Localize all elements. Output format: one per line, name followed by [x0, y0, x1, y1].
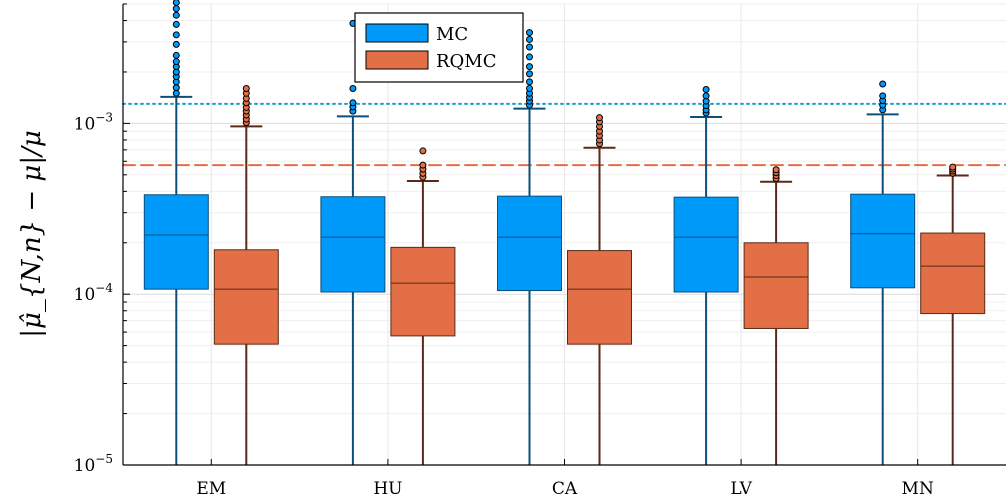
legend-label-mc: MC	[436, 24, 468, 45]
outlier-point	[172, 11, 180, 19]
outlier-point	[526, 43, 533, 51]
outlier-point	[172, 40, 180, 48]
box-body	[850, 193, 916, 289]
outlier-point	[419, 161, 427, 169]
outlier-point	[349, 85, 357, 93]
box-body	[143, 194, 209, 290]
y-ticks: 10−5 10−4 10−3	[74, 3, 130, 476]
outlier-point	[879, 92, 887, 100]
legend-swatch-mc	[365, 23, 429, 43]
outlier-point	[596, 114, 603, 122]
box-mc-em	[143, 0, 209, 465]
outlier-point	[526, 29, 533, 37]
outlier-point	[772, 166, 780, 174]
outlier-point	[172, 89, 180, 97]
outlier-point	[526, 63, 533, 71]
x-tick-label-mn: MN	[902, 479, 934, 499]
box-body	[390, 246, 456, 337]
box-mc-mn	[850, 80, 916, 465]
outlier-point	[526, 53, 533, 61]
box-body	[743, 242, 809, 329]
box-body	[567, 250, 632, 345]
box-rqmc-em	[213, 85, 279, 465]
outlier-point	[526, 35, 533, 43]
box-rqmc-mn	[920, 163, 986, 465]
x-tick-label-hu: HU	[373, 479, 402, 499]
box-rqmc-lv	[743, 166, 809, 465]
legend-label-rqmc: RQMC	[436, 51, 497, 72]
x-tick-label-lv: LV	[730, 479, 752, 499]
box-rqmc-ca	[567, 114, 632, 465]
outlier-point	[172, 20, 180, 28]
box-body	[673, 196, 739, 293]
outlier-point	[526, 70, 533, 78]
box-body	[320, 196, 386, 293]
outlier-point	[349, 99, 357, 107]
box-mc-lv	[673, 85, 739, 465]
outlier-point	[172, 58, 180, 66]
legend: MC RQMC	[354, 12, 524, 83]
reference-lines	[122, 102, 1006, 167]
x-tick-label-em: EM	[196, 479, 226, 499]
outlier-point	[879, 80, 887, 88]
outlier-point	[419, 147, 427, 155]
outlier-point	[172, 5, 180, 13]
y-tick-label: 10−3	[74, 110, 113, 134]
outlier-point	[242, 85, 250, 93]
y-axis-label: |μ̂_{N,n} − μ|/μ	[17, 130, 47, 337]
outlier-point	[702, 92, 710, 100]
outlier-point	[172, 84, 180, 92]
box-layer	[143, 0, 986, 465]
y-tick-label: 10−5	[74, 452, 113, 476]
box-body	[497, 195, 562, 292]
x-tick-label-ca: CA	[552, 479, 578, 499]
outlier-point	[172, 31, 180, 39]
y-tick-label: 10−4	[74, 281, 114, 305]
box-mc-ca	[497, 29, 562, 465]
outlier-point	[526, 78, 533, 86]
outlier-point	[526, 85, 533, 93]
box-rqmc-hu	[390, 147, 456, 465]
outlier-point	[172, 0, 180, 7]
outlier-point	[702, 85, 710, 93]
outlier-point	[172, 51, 180, 59]
x-ticks: EM HU CA LV MN	[196, 459, 934, 499]
outlier-point	[949, 163, 957, 171]
box-body	[920, 232, 986, 315]
legend-swatch-rqmc	[365, 50, 429, 70]
box-body	[213, 249, 279, 345]
box-mc-hu	[320, 19, 386, 465]
